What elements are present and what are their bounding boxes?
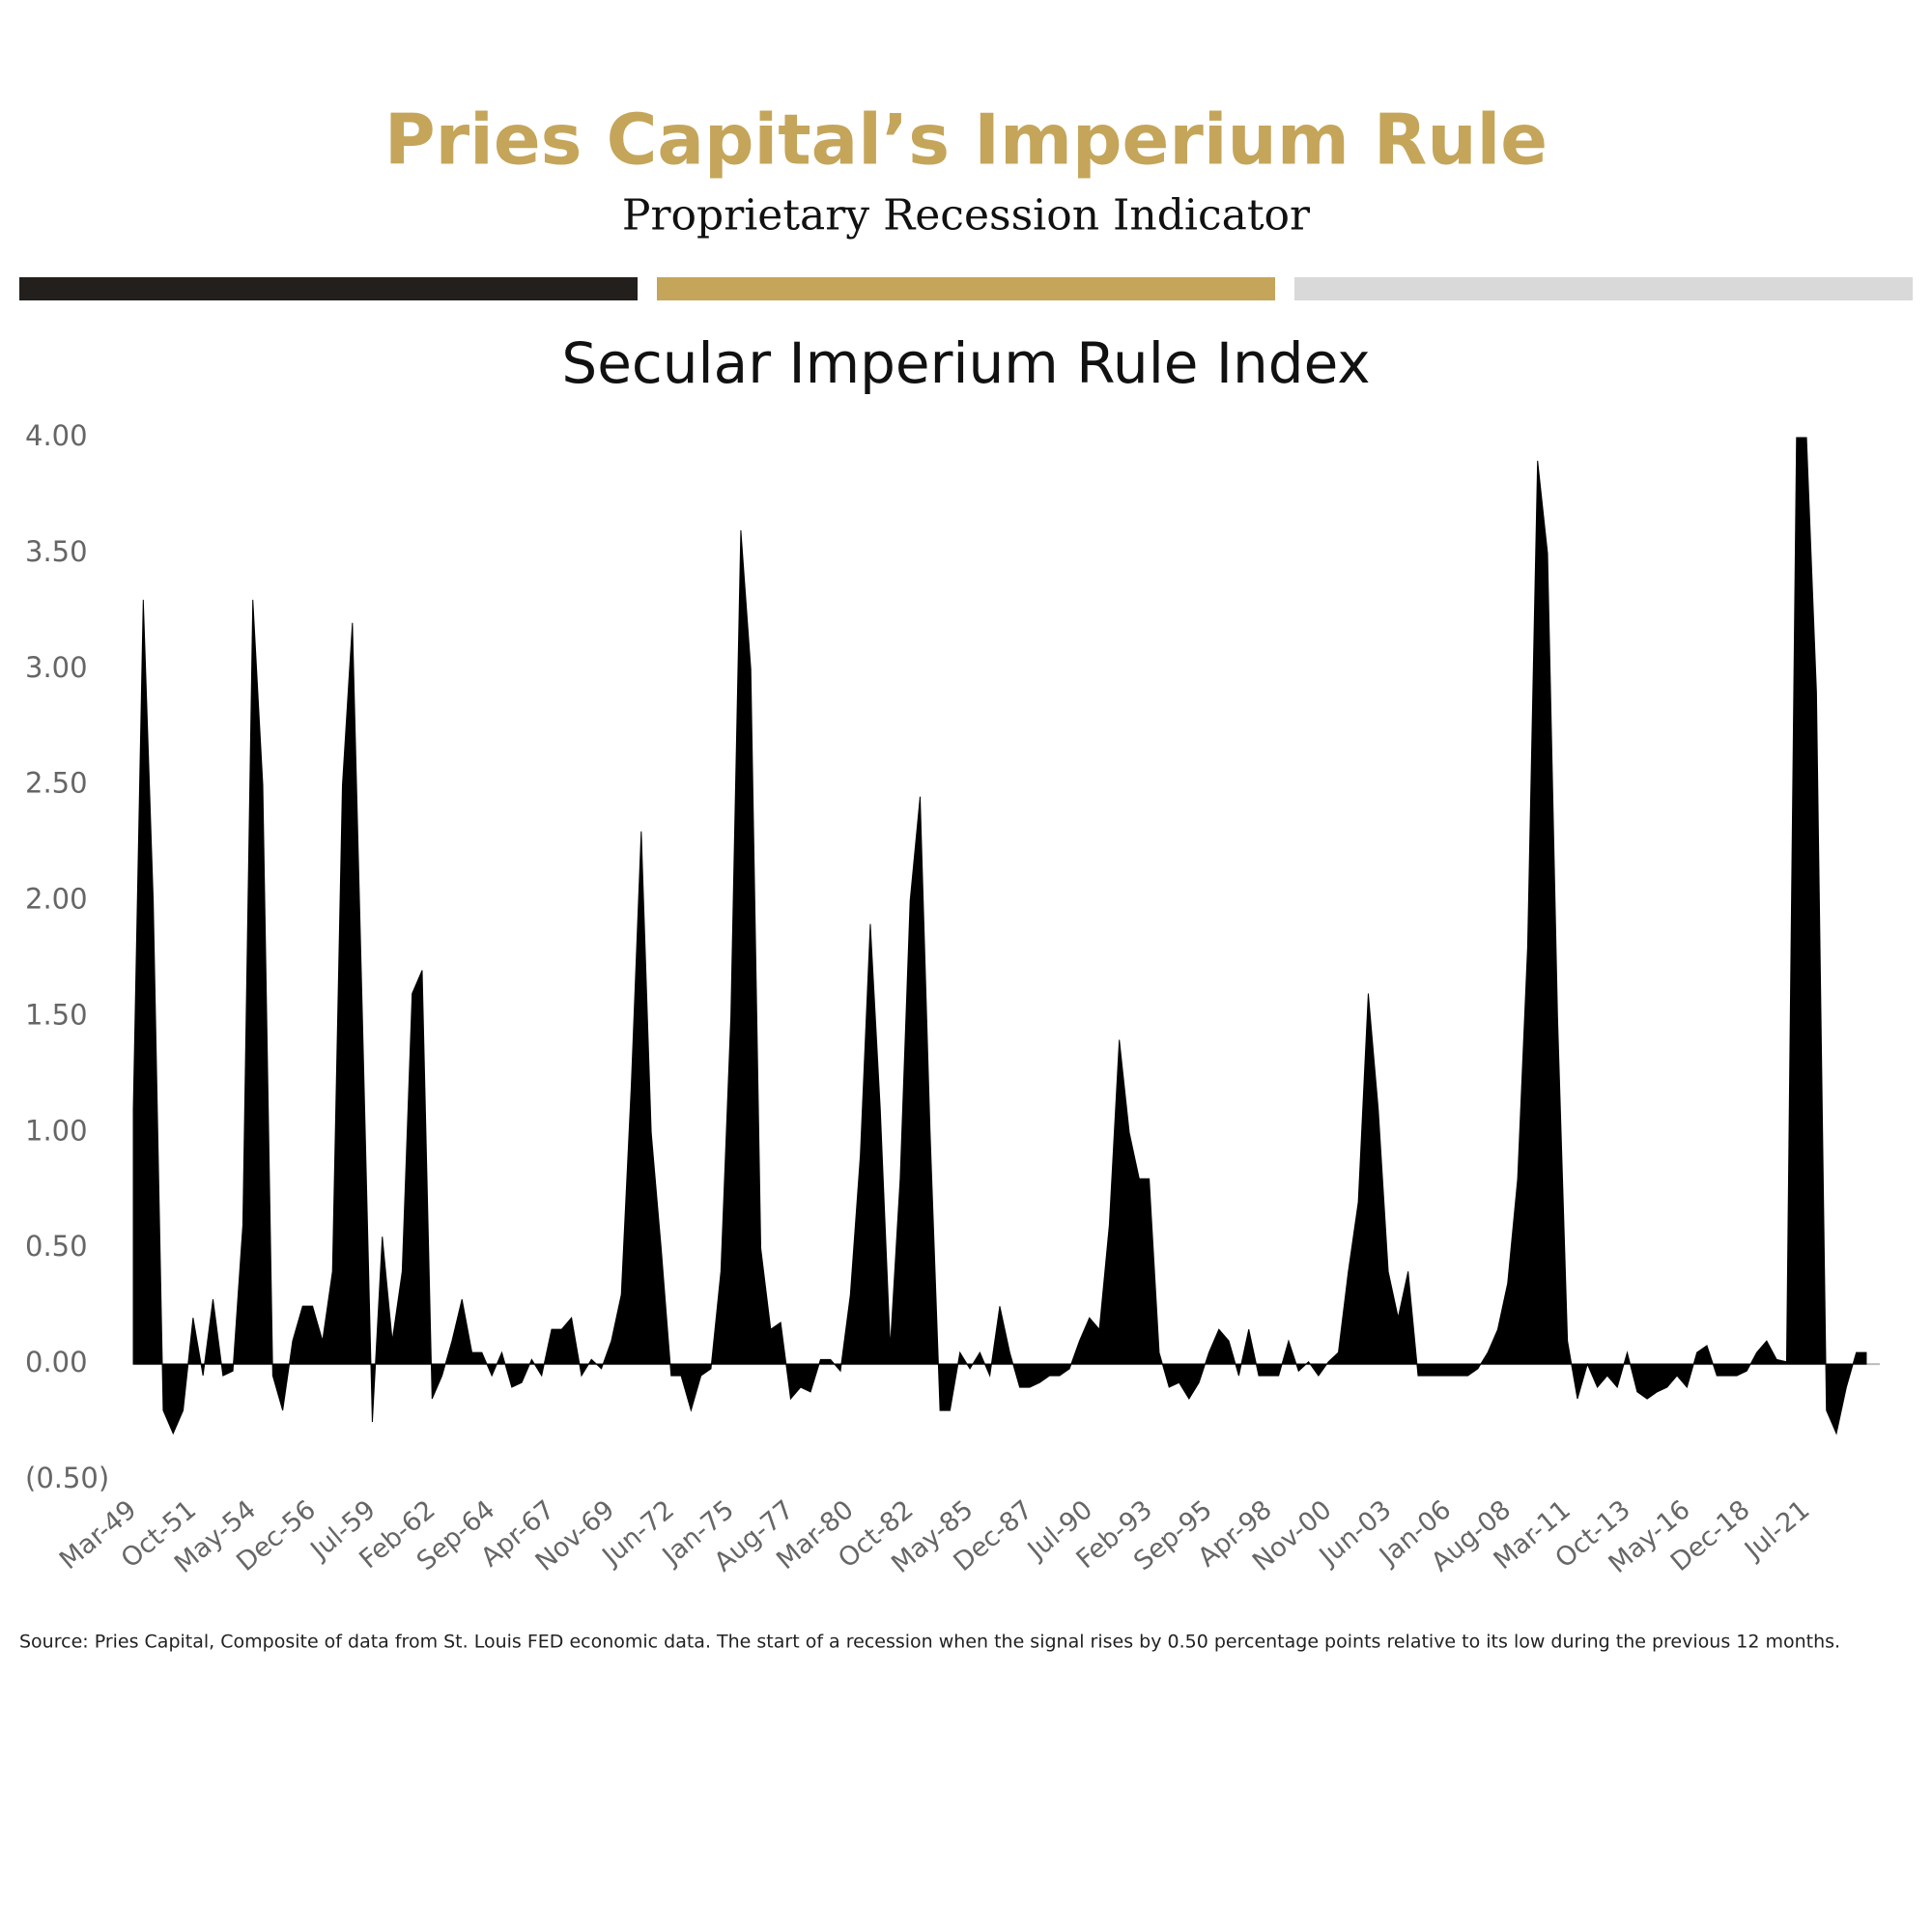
chart-title: Secular Imperium Rule Index xyxy=(561,330,1370,396)
y-tick-label: 0.50 xyxy=(25,1230,88,1263)
y-tick-label: 4.00 xyxy=(25,419,88,452)
y-tick-label: 1.00 xyxy=(25,1114,88,1147)
divider-grey xyxy=(1294,277,1913,300)
divider-gold xyxy=(657,277,1275,300)
page-title: Pries Capital’s Imperium Rule xyxy=(384,99,1548,181)
plot-area: 4.00 3.50 3.00 2.50 2.00 1.50 1.00 0.50 0.00 (0.5… xyxy=(25,419,1880,1579)
y-tick-label: 1.50 xyxy=(25,998,88,1031)
y-tick-label: 2.00 xyxy=(25,883,88,916)
y-tick-label: 2.50 xyxy=(25,767,88,800)
y-tick-label: (0.50) xyxy=(25,1462,109,1494)
y-tick-label: 0.00 xyxy=(25,1346,88,1378)
y-tick-label: 3.50 xyxy=(25,535,88,568)
y-tick-label: 3.00 xyxy=(25,651,88,684)
x-tick-label: Jul-21 xyxy=(1738,1494,1815,1566)
source-note: Source: Pries Capital, Composite of data… xyxy=(19,1632,1840,1653)
divider-dark xyxy=(19,277,638,300)
area xyxy=(132,437,1867,1435)
page-subtitle: Proprietary Recession Indicator xyxy=(622,191,1311,241)
